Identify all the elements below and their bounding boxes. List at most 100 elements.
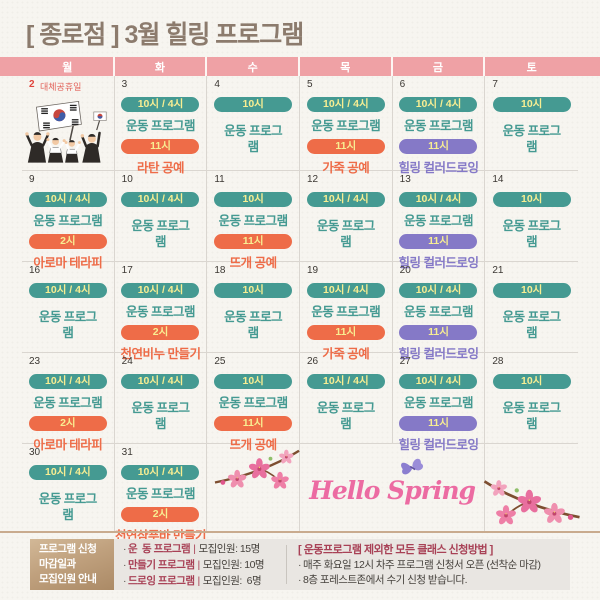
calendar-cell-day-10: 10 10시 / 4시 운동 프로그램 — [114, 171, 208, 262]
calendar-cell-day-23: 23 10시 / 4시 운동 프로그램 2시 아로마 테라피 — [22, 353, 115, 452]
capacity-program-name: 드로잉 프로그램 — [128, 574, 195, 587]
time-badge: 11시 — [399, 139, 478, 154]
time-badge: 2시 — [28, 416, 107, 431]
calendar-cell-day-7: 7 10시 운동 프로그램 — [485, 76, 578, 171]
day-number: 30 — [29, 447, 41, 458]
day-number: 6 — [399, 79, 406, 90]
day-number: 12 — [306, 174, 319, 185]
capacity-value: 모집인원: 6명 — [202, 574, 262, 587]
time-badge: 10시 / 4시 — [121, 192, 200, 207]
program-label: 운동 프로그램 — [38, 310, 97, 341]
program-label: 운동 프로그램 — [33, 396, 103, 410]
cell-entries: 10시 운동 프로그램 — [485, 76, 578, 156]
time-badge: 10시 — [214, 283, 293, 298]
program-label: 운동 프로그램 — [404, 214, 473, 228]
program-label: 운동 프로그램 — [316, 401, 375, 432]
day-number: 4 — [214, 79, 220, 90]
program-label: 가죽 공예 — [322, 161, 370, 175]
cherry-blossom-icon — [483, 480, 580, 525]
footer-info-title-box: 프로그램 신청 마감일과 모집인원 안내 — [30, 539, 114, 590]
calendar-cell-day-4: 4 10시 운동 프로그램 — [207, 76, 300, 171]
weekday-label: 수 — [207, 57, 300, 76]
day-number: 26 — [306, 356, 319, 367]
program-label: 운동 프로그램 — [502, 124, 561, 155]
calendar-cell-day-2: 2 대체공휴일 — [22, 76, 115, 171]
butterfly-icon — [400, 458, 423, 475]
separator: | — [197, 574, 201, 587]
program-label: 운동 프로그램 — [502, 310, 561, 341]
capacity-list: · 운 동 프로그램 | 모집인원: 15명 · 만들기 프로그램 | 모집인원: 10명 … — [114, 539, 286, 590]
program-label: 천연비누 만들기 — [120, 347, 201, 361]
cell-entries: 10시 / 4시 운동 프로그램 11시 라탄 공예 — [115, 76, 207, 176]
time-badge: 10시 — [214, 374, 293, 389]
cell-entries: 10시 / 4시 운동 프로그램 11시 가죽 공예 — [300, 76, 392, 176]
time-badge: 2시 — [121, 507, 200, 522]
day-number: 9 — [29, 174, 35, 185]
cell-entries: 10시 운동 프로그램 11시 뜨개 공예 — [207, 353, 299, 453]
calendar-cell-day-14: 14 10시 운동 프로그램 — [485, 171, 578, 262]
blossom-small-cell — [207, 444, 300, 531]
page-title: [ 종로점 ] 3월 힐링 프로그램 — [26, 21, 304, 49]
time-badge: 11시 — [121, 139, 200, 154]
time-badge: 10시 / 4시 — [306, 374, 385, 389]
time-badge: 10시 / 4시 — [399, 97, 478, 112]
capacity-program-name: 운 동 프로그램 — [128, 542, 191, 555]
program-label: 운동 프로그램 — [311, 119, 381, 133]
calendar-cell-day-25: 25 10시 운동 프로그램 11시 뜨개 공예 — [207, 353, 300, 452]
capacity-item: · 운 동 프로그램 | 모집인원: 15명 — [123, 541, 286, 557]
time-badge: 11시 — [306, 139, 385, 154]
cell-entries: 10시 / 4시 운동 프로그램 11시 힐링 컬러드로잉 — [393, 353, 485, 453]
footer-info-title-line: 마감일과 — [39, 558, 76, 570]
day-number: 28 — [492, 356, 504, 367]
time-badge: 11시 — [306, 325, 385, 340]
time-badge: 10시 / 4시 — [28, 283, 107, 298]
day-number: 27 — [399, 356, 411, 367]
separator: | — [193, 542, 196, 555]
calendar-cell-day-18: 18 10시 운동 프로그램 — [207, 262, 300, 353]
cell-entries: 10시 운동 프로그램 11시 뜨개 공예 — [207, 171, 299, 271]
time-badge: 10시 / 4시 — [121, 465, 200, 480]
day-number: 7 — [492, 79, 498, 90]
time-badge: 10시 / 4시 — [399, 374, 478, 389]
program-label: 운동 프로그램 — [131, 401, 190, 432]
footer-info-title-line: 모집인원 안내 — [39, 573, 97, 585]
time-badge: 10시 / 4시 — [399, 283, 478, 298]
cell-entries: 10시 / 4시 운동 프로그램 2시 천연비누 만들기 — [115, 262, 207, 362]
bullet: · — [298, 558, 302, 571]
calendar-cell-day-17: 17 10시 / 4시 운동 프로그램 2시 천연비누 만들기 — [114, 262, 208, 361]
time-badge: 10시 — [492, 283, 571, 298]
time-badge: 10시 / 4시 — [28, 192, 107, 207]
time-badge: 10시 — [492, 374, 571, 389]
hello-spring-text: Hello Spring — [309, 476, 476, 505]
cell-entries: 10시 / 4시 운동 프로그램 2시 아로마 테라피 — [22, 171, 114, 271]
time-badge: 10시 — [214, 192, 293, 207]
program-label: 운동 프로그램 — [224, 310, 283, 341]
day-number: 23 — [29, 356, 41, 367]
weekday-label: 토 — [526, 61, 537, 74]
cherry-blossom-decoration — [482, 476, 582, 533]
program-label: 운동 프로그램 — [502, 219, 561, 250]
cell-entries: 10시 운동 프로그램 — [207, 76, 299, 156]
time-badge: 10시 / 4시 — [121, 374, 200, 389]
bullet: · — [298, 573, 302, 586]
calendar-cell-day-3: 3 10시 / 4시 운동 프로그램 11시 라탄 공예 — [114, 76, 208, 175]
day-number: 24 — [121, 356, 133, 367]
program-label: 운동 프로그램 — [502, 401, 561, 432]
footer-info-panel: 프로그램 신청 마감일과 모집인원 안내 · 운 동 프로그램 | 모집인원: 15명… — [30, 539, 570, 590]
time-badge: 10시 — [492, 192, 571, 207]
calendar-cell-day-6: 6 10시 / 4시 운동 프로그램 11시 힐링 컬러드로잉 — [392, 76, 486, 175]
capacity-item: · 만들기 프로그램 | 모집인원: 10명 — [123, 557, 286, 573]
calendar-cell-day-20: 20 10시 / 4시 운동 프로그램 11시 힐링 컬러드로잉 — [392, 262, 486, 361]
calendar-cell-day-5: 5 10시 / 4시 운동 프로그램 11시 가죽 공예 — [299, 76, 393, 175]
day-number: 31 — [121, 447, 133, 458]
calendar-grid: 2 대체공휴일 — [22, 76, 580, 543]
cell-entries: 10시 / 4시 운동 프로그램 — [115, 171, 207, 251]
footer-info-title-line: 프로그램 신청 — [39, 543, 97, 555]
program-label: 힐링 컬러드로잉 — [398, 438, 479, 452]
time-badge: 10시 / 4시 — [121, 283, 200, 298]
